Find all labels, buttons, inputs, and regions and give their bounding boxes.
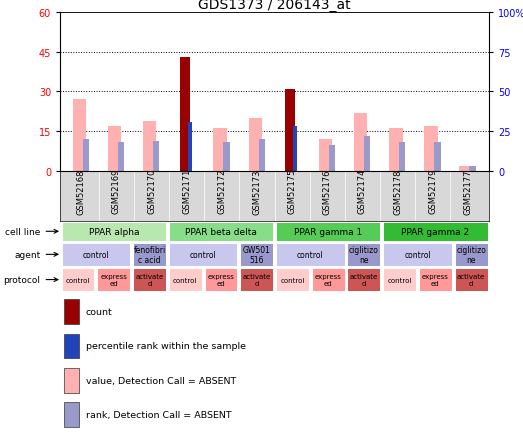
Bar	[383, 243, 452, 266]
Title: GDS1373 / 206143_at: GDS1373 / 206143_at	[198, 0, 351, 12]
Text: control: control	[173, 277, 197, 283]
Bar	[286, 89, 295, 171]
Bar	[169, 243, 237, 266]
Bar	[383, 222, 487, 241]
Bar	[97, 269, 130, 291]
Text: activate
d: activate d	[350, 273, 378, 286]
Text: control: control	[83, 250, 109, 259]
Bar	[276, 243, 345, 266]
Bar	[460, 166, 473, 171]
Text: express
ed: express ed	[100, 273, 127, 286]
Text: agent: agent	[14, 250, 40, 259]
Text: PPAR alpha: PPAR alpha	[88, 227, 139, 236]
Text: PPAR beta delta: PPAR beta delta	[185, 227, 257, 236]
Bar	[347, 243, 380, 266]
Bar	[329, 146, 335, 171]
Text: GW501
516: GW501 516	[243, 245, 270, 264]
Bar	[383, 269, 416, 291]
Text: activate
d: activate d	[243, 273, 271, 286]
Text: count: count	[86, 307, 112, 316]
Bar	[64, 299, 79, 324]
Bar	[434, 143, 440, 171]
Bar	[73, 100, 86, 171]
Text: express
ed: express ed	[208, 273, 234, 286]
Bar	[64, 368, 79, 393]
Text: control: control	[388, 277, 412, 283]
Bar	[169, 269, 202, 291]
Text: control: control	[404, 250, 431, 259]
Bar	[64, 402, 79, 427]
Bar	[258, 140, 265, 171]
Bar	[204, 269, 237, 291]
Text: express
ed: express ed	[315, 273, 342, 286]
Bar	[62, 243, 130, 266]
Bar	[62, 222, 166, 241]
Bar	[354, 113, 367, 171]
Text: PPAR gamma 1: PPAR gamma 1	[294, 227, 362, 236]
Text: activate
d: activate d	[457, 273, 485, 286]
Text: control: control	[297, 250, 324, 259]
Bar	[64, 334, 79, 358]
Bar	[169, 222, 273, 241]
Bar	[319, 140, 332, 171]
Bar	[153, 141, 160, 171]
Text: cell line: cell line	[5, 227, 40, 236]
Bar	[312, 269, 345, 291]
Text: value, Detection Call = ABSENT: value, Detection Call = ABSENT	[86, 376, 236, 385]
Bar	[143, 121, 156, 171]
Bar	[276, 269, 309, 291]
Bar	[223, 143, 230, 171]
Bar	[62, 269, 95, 291]
Bar	[347, 269, 380, 291]
Bar	[424, 127, 438, 171]
Text: PPAR gamma 2: PPAR gamma 2	[401, 227, 470, 236]
Bar	[419, 269, 452, 291]
Bar	[389, 129, 403, 171]
Bar	[108, 127, 121, 171]
Text: protocol: protocol	[4, 276, 40, 284]
Bar	[276, 222, 380, 241]
Bar	[240, 269, 273, 291]
Bar	[454, 243, 487, 266]
Text: percentile rank within the sample: percentile rank within the sample	[86, 342, 246, 351]
Bar	[83, 140, 89, 171]
Text: rank, Detection Call = ABSENT: rank, Detection Call = ABSENT	[86, 410, 232, 419]
Bar	[454, 269, 487, 291]
Text: control: control	[190, 250, 217, 259]
Text: control: control	[66, 277, 90, 283]
Bar	[180, 58, 190, 171]
Text: activate
d: activate d	[135, 273, 164, 286]
Text: express
ed: express ed	[422, 273, 449, 286]
Bar	[188, 123, 192, 171]
Bar	[399, 143, 405, 171]
Text: control: control	[280, 277, 304, 283]
Bar	[240, 243, 273, 266]
Text: ciglitizo
ne: ciglitizo ne	[456, 245, 486, 264]
Bar	[248, 118, 262, 171]
Bar	[293, 126, 297, 171]
Text: fenofibri
c acid: fenofibri c acid	[133, 245, 166, 264]
Bar	[213, 129, 227, 171]
Bar	[118, 143, 124, 171]
Bar	[470, 167, 476, 171]
Bar	[133, 269, 166, 291]
Bar	[364, 137, 370, 171]
Text: ciglitizo
ne: ciglitizo ne	[349, 245, 379, 264]
Bar	[133, 243, 166, 266]
